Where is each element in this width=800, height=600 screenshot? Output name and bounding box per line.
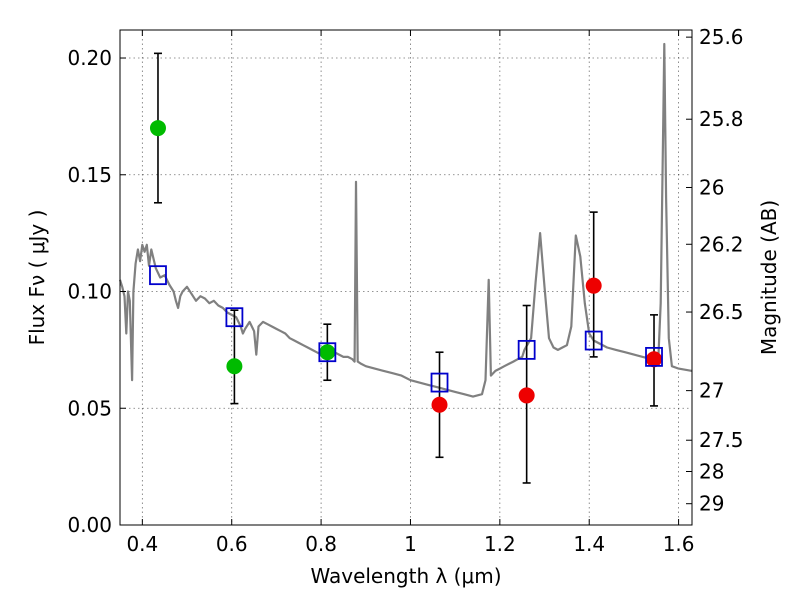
y-right-tick-label: 27 — [699, 379, 724, 403]
y-tick-label: 0.20 — [67, 46, 112, 70]
y-right-tick-label: 29 — [699, 492, 724, 516]
grid-lines — [120, 30, 692, 526]
y-tick-label: 0.05 — [67, 396, 112, 420]
x-tick-label: 1.2 — [484, 532, 516, 556]
sed-line — [118, 42, 693, 398]
x-axis-label: Wavelength λ (μm) — [310, 564, 501, 588]
x-tick-label: 0.4 — [126, 532, 158, 556]
green-data-point — [149, 120, 166, 137]
x-tick-label: 1.4 — [573, 532, 605, 556]
model-square-marker — [645, 346, 663, 367]
red-data-point — [518, 387, 535, 404]
y-right-tick-label: 27.5 — [699, 428, 744, 452]
model-square-marker — [517, 339, 536, 360]
model-square-marker — [430, 372, 449, 393]
model-square-marker — [149, 265, 167, 286]
red-data-point — [646, 351, 663, 368]
model-square-marker — [318, 342, 337, 363]
green-data-point — [226, 358, 243, 375]
y-right-tick-label: 26.5 — [699, 300, 744, 324]
y-axis-right-label: Magnitude (AB) — [757, 200, 781, 355]
x-tick-label: 0.8 — [305, 532, 337, 556]
y-tick-label: 0.15 — [67, 163, 112, 187]
y-tick-label: 0.10 — [67, 280, 112, 304]
x-tick-label: 1 — [404, 532, 417, 556]
marker-layer — [149, 120, 663, 413]
x-tick-label: 1.6 — [663, 532, 695, 556]
green-data-point — [319, 344, 336, 361]
y-right-tick-label: 26.2 — [699, 232, 744, 256]
y-right-tick-label: 25.8 — [699, 107, 744, 131]
plot-frame — [119, 29, 693, 526]
y-right-tick-label: 25.6 — [699, 25, 744, 49]
y-axis-label: Flux Fν ( μJy ) — [25, 210, 49, 346]
model-square-marker — [584, 330, 603, 351]
y-right-tick-label: 28 — [699, 460, 724, 484]
y-right-tick-label: 26 — [699, 175, 724, 199]
model-square-marker — [225, 307, 244, 328]
red-data-point — [585, 277, 602, 294]
red-data-point — [431, 396, 448, 413]
x-tick-label: 0.6 — [216, 532, 248, 556]
y-tick-label: 0.00 — [67, 513, 112, 537]
sed-line-layer — [118, 42, 693, 398]
tick-layer: 0.4 0.6 0.8 1 1.2 1.4 1.6 0.00 0.05 0.10 0.15 0.20 2… — [67, 25, 743, 556]
